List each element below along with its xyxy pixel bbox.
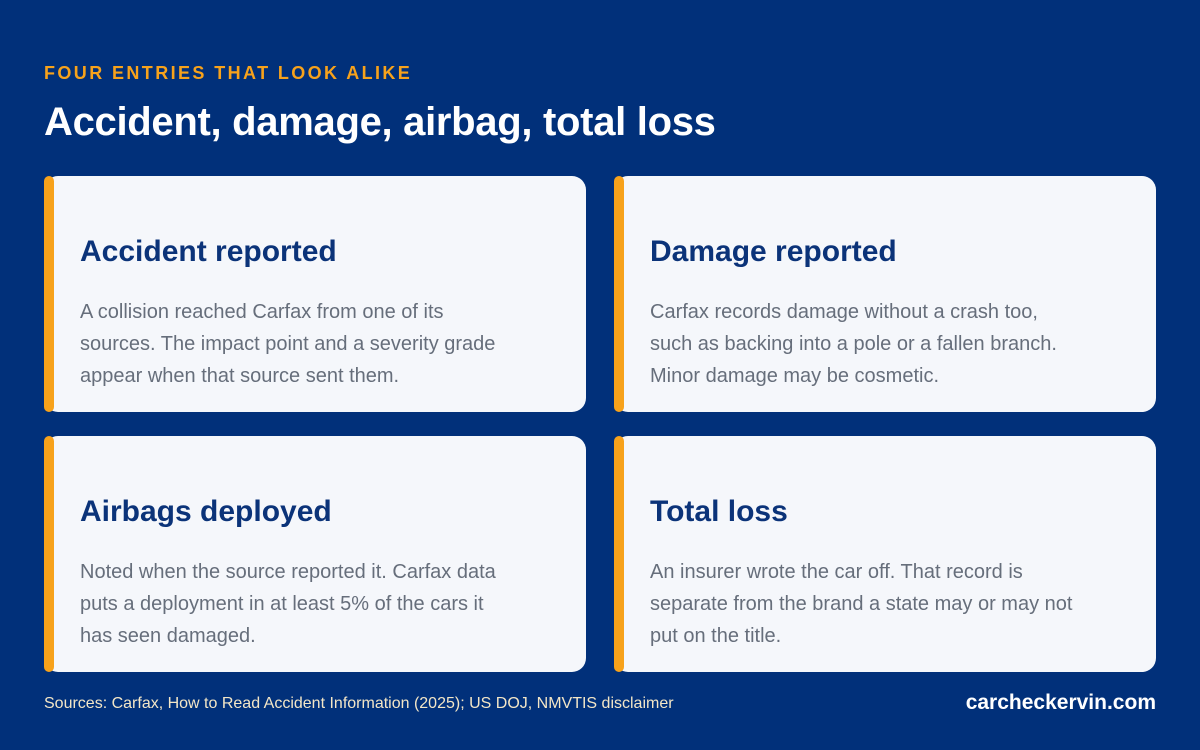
card-title: Accident reported bbox=[80, 235, 337, 268]
site-name: carcheckervin.com bbox=[965, 691, 1156, 714]
card-body: Carfax records damage without a crash to… bbox=[650, 301, 1057, 387]
card-accent-bar bbox=[614, 176, 624, 412]
card-airbags-deployed: Airbags deployed Noted when the source r… bbox=[44, 436, 586, 672]
card-body: An insurer wrote the car off. That recor… bbox=[650, 561, 1073, 647]
card-title: Total loss bbox=[650, 495, 788, 528]
card-accent-bar bbox=[614, 436, 624, 672]
card-accident-reported: Accident reported A collision reached Ca… bbox=[44, 176, 586, 412]
card-body: A collision reached Carfax from one of i… bbox=[80, 301, 496, 387]
card-accent-bar bbox=[44, 176, 54, 412]
card-title: Damage reported bbox=[650, 235, 897, 268]
card-body: Noted when the source reported it. Carfa… bbox=[80, 561, 496, 647]
card-total-loss: Total loss An insurer wrote the car off.… bbox=[614, 436, 1156, 672]
card-damage-reported: Damage reported Carfax records damage wi… bbox=[614, 176, 1156, 412]
card-title: Airbags deployed bbox=[80, 495, 332, 528]
page-title: Accident, damage, airbag, total loss bbox=[44, 100, 716, 144]
sources-note: Sources: Carfax, How to Read Accident In… bbox=[44, 695, 674, 712]
eyebrow-label: FOUR ENTRIES THAT LOOK ALIKE bbox=[44, 63, 413, 83]
card-accent-bar bbox=[44, 436, 54, 672]
